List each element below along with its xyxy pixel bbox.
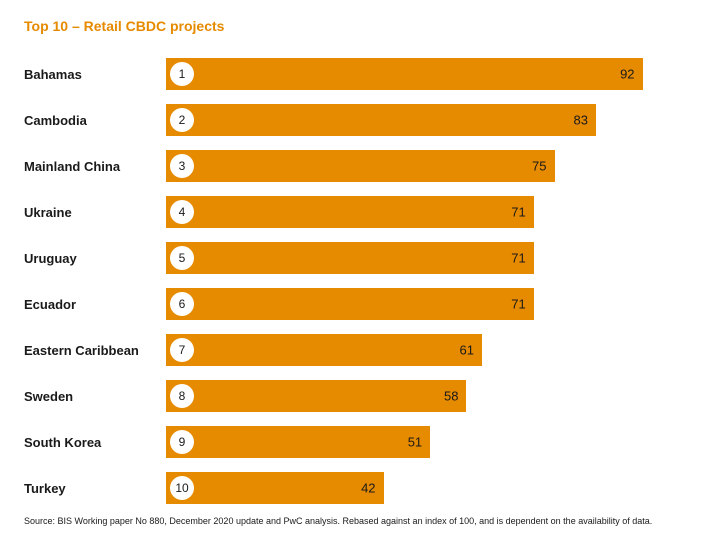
bar-row: Mainland China 3 75 xyxy=(24,150,684,182)
chart-title: Top 10 – Retail CBDC projects xyxy=(24,18,684,34)
rank-badge: 3 xyxy=(170,154,194,178)
bar-track: 9 51 xyxy=(166,426,684,458)
chart-footnote: Source: BIS Working paper No 880, Decemb… xyxy=(24,516,684,528)
rank-badge: 5 xyxy=(170,246,194,270)
bar-value: 71 xyxy=(511,297,525,312)
bar-value: 75 xyxy=(532,159,546,174)
bar-label: South Korea xyxy=(24,435,166,450)
bar-row: South Korea 9 51 xyxy=(24,426,684,458)
bar-row: Sweden 8 58 xyxy=(24,380,684,412)
rank-badge: 7 xyxy=(170,338,194,362)
bar: 9 51 xyxy=(166,426,430,458)
bar-value: 51 xyxy=(408,435,422,450)
bar-value: 61 xyxy=(460,343,474,358)
bar: 1 92 xyxy=(166,58,643,90)
bar-row: Ecuador 6 71 xyxy=(24,288,684,320)
bar: 6 71 xyxy=(166,288,534,320)
bar-track: 5 71 xyxy=(166,242,684,274)
bar-track: 1 92 xyxy=(166,58,684,90)
bar: 3 75 xyxy=(166,150,555,182)
rank-badge: 1 xyxy=(170,62,194,86)
bar-track: 10 42 xyxy=(166,472,684,504)
rank-badge: 10 xyxy=(170,476,194,500)
bar: 2 83 xyxy=(166,104,596,136)
bar-track: 7 61 xyxy=(166,334,684,366)
bar-track: 4 71 xyxy=(166,196,684,228)
rank-badge: 2 xyxy=(170,108,194,132)
rank-badge: 4 xyxy=(170,200,194,224)
bar: 7 61 xyxy=(166,334,482,366)
bar-label: Bahamas xyxy=(24,67,166,82)
bar-label: Eastern Caribbean xyxy=(24,343,166,358)
bar-value: 83 xyxy=(573,113,587,128)
bar-label: Ukraine xyxy=(24,205,166,220)
bar-value: 71 xyxy=(511,205,525,220)
bar: 5 71 xyxy=(166,242,534,274)
bar-label: Sweden xyxy=(24,389,166,404)
bar-row: Bahamas 1 92 xyxy=(24,58,684,90)
bar-row: Cambodia 2 83 xyxy=(24,104,684,136)
bar-row: Ukraine 4 71 xyxy=(24,196,684,228)
bar-track: 8 58 xyxy=(166,380,684,412)
bar-label: Cambodia xyxy=(24,113,166,128)
bar-label: Ecuador xyxy=(24,297,166,312)
rank-badge: 9 xyxy=(170,430,194,454)
bar-track: 6 71 xyxy=(166,288,684,320)
bar-row: Turkey 10 42 xyxy=(24,472,684,504)
bar: 10 42 xyxy=(166,472,384,504)
bar-track: 3 75 xyxy=(166,150,684,182)
bar-value: 42 xyxy=(361,481,375,496)
bar-row: Uruguay 5 71 xyxy=(24,242,684,274)
bar-value: 71 xyxy=(511,251,525,266)
bar-label: Turkey xyxy=(24,481,166,496)
bar-row: Eastern Caribbean 7 61 xyxy=(24,334,684,366)
rank-badge: 8 xyxy=(170,384,194,408)
bar: 8 58 xyxy=(166,380,466,412)
bar-label: Mainland China xyxy=(24,159,166,174)
bar-value: 92 xyxy=(620,67,634,82)
bar-value: 58 xyxy=(444,389,458,404)
bar-label: Uruguay xyxy=(24,251,166,266)
rank-badge: 6 xyxy=(170,292,194,316)
bar-chart: Bahamas192Cambodia283Mainland China375Uk… xyxy=(24,58,684,504)
bar-track: 2 83 xyxy=(166,104,684,136)
bar: 4 71 xyxy=(166,196,534,228)
